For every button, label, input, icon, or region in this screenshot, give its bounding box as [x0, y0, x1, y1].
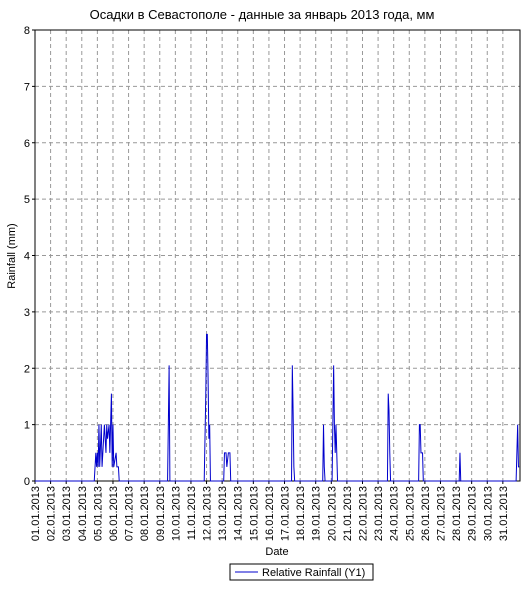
data-line: [35, 333, 520, 482]
legend-box: [229, 563, 374, 581]
y-tick-label: 5: [24, 194, 30, 206]
x-tick-label: 14.01.2013: [233, 486, 245, 541]
x-tick-label: 03.01.2013: [61, 486, 73, 541]
x-tick-label: 15.01.2013: [248, 486, 260, 541]
y-tick-label: 1: [24, 420, 30, 432]
y-tick-label: 0: [24, 476, 30, 488]
x-tick-label: 23.01.2013: [373, 486, 385, 541]
x-tick-label: 10.01.2013: [170, 486, 182, 541]
x-tick-label: 27.01.2013: [435, 486, 447, 541]
y-tick-label: 2: [24, 363, 30, 375]
y-tick-label: 6: [24, 138, 30, 150]
x-tick-label: 13.01.2013: [217, 486, 229, 541]
x-tick-label: 02.01.2013: [46, 486, 58, 541]
x-tick-label: 12.01.2013: [202, 486, 214, 541]
x-tick-label: 09.01.2013: [155, 486, 167, 541]
chart-title: Осадки в Севастополе - данные за январь …: [90, 7, 435, 22]
x-tick-label: 08.01.2013: [139, 486, 151, 541]
x-tick-label: 19.01.2013: [311, 486, 323, 541]
x-tick-label: 31.01.2013: [498, 486, 510, 541]
x-tick-label: 05.01.2013: [92, 486, 104, 541]
x-tick-label: 01.01.2013: [30, 486, 42, 541]
x-axis-label: Date: [265, 546, 288, 558]
x-tick-label: 21.01.2013: [342, 486, 354, 541]
x-tick-label: 26.01.2013: [420, 486, 432, 541]
x-tick-label: 04.01.2013: [77, 486, 89, 541]
x-tick-label: 16.01.2013: [264, 486, 276, 541]
x-tick-label: 11.01.2013: [186, 486, 198, 540]
y-tick-label: 3: [24, 307, 30, 319]
x-tick-label: 22.01.2013: [357, 486, 369, 541]
x-tick-label: 06.01.2013: [108, 486, 120, 541]
y-tick-label: 4: [24, 251, 30, 263]
x-tick-label: 28.01.2013: [451, 486, 463, 541]
legend-label: Relative Rainfall (Y1): [262, 567, 365, 579]
x-tick-label: 29.01.2013: [467, 486, 479, 541]
x-tick-label: 30.01.2013: [482, 486, 494, 541]
x-tick-label: 25.01.2013: [404, 486, 416, 541]
x-tick-label: 18.01.2013: [295, 486, 307, 541]
x-tick-label: 24.01.2013: [389, 486, 401, 541]
y-tick-label: 8: [24, 25, 30, 37]
x-tick-label: 07.01.2013: [124, 486, 136, 541]
x-tick-label: 20.01.2013: [326, 486, 338, 541]
y-axis-label: Rainfall (mm): [6, 223, 18, 288]
x-tick-label: 17.01.2013: [280, 486, 292, 541]
y-tick-label: 7: [24, 81, 30, 93]
